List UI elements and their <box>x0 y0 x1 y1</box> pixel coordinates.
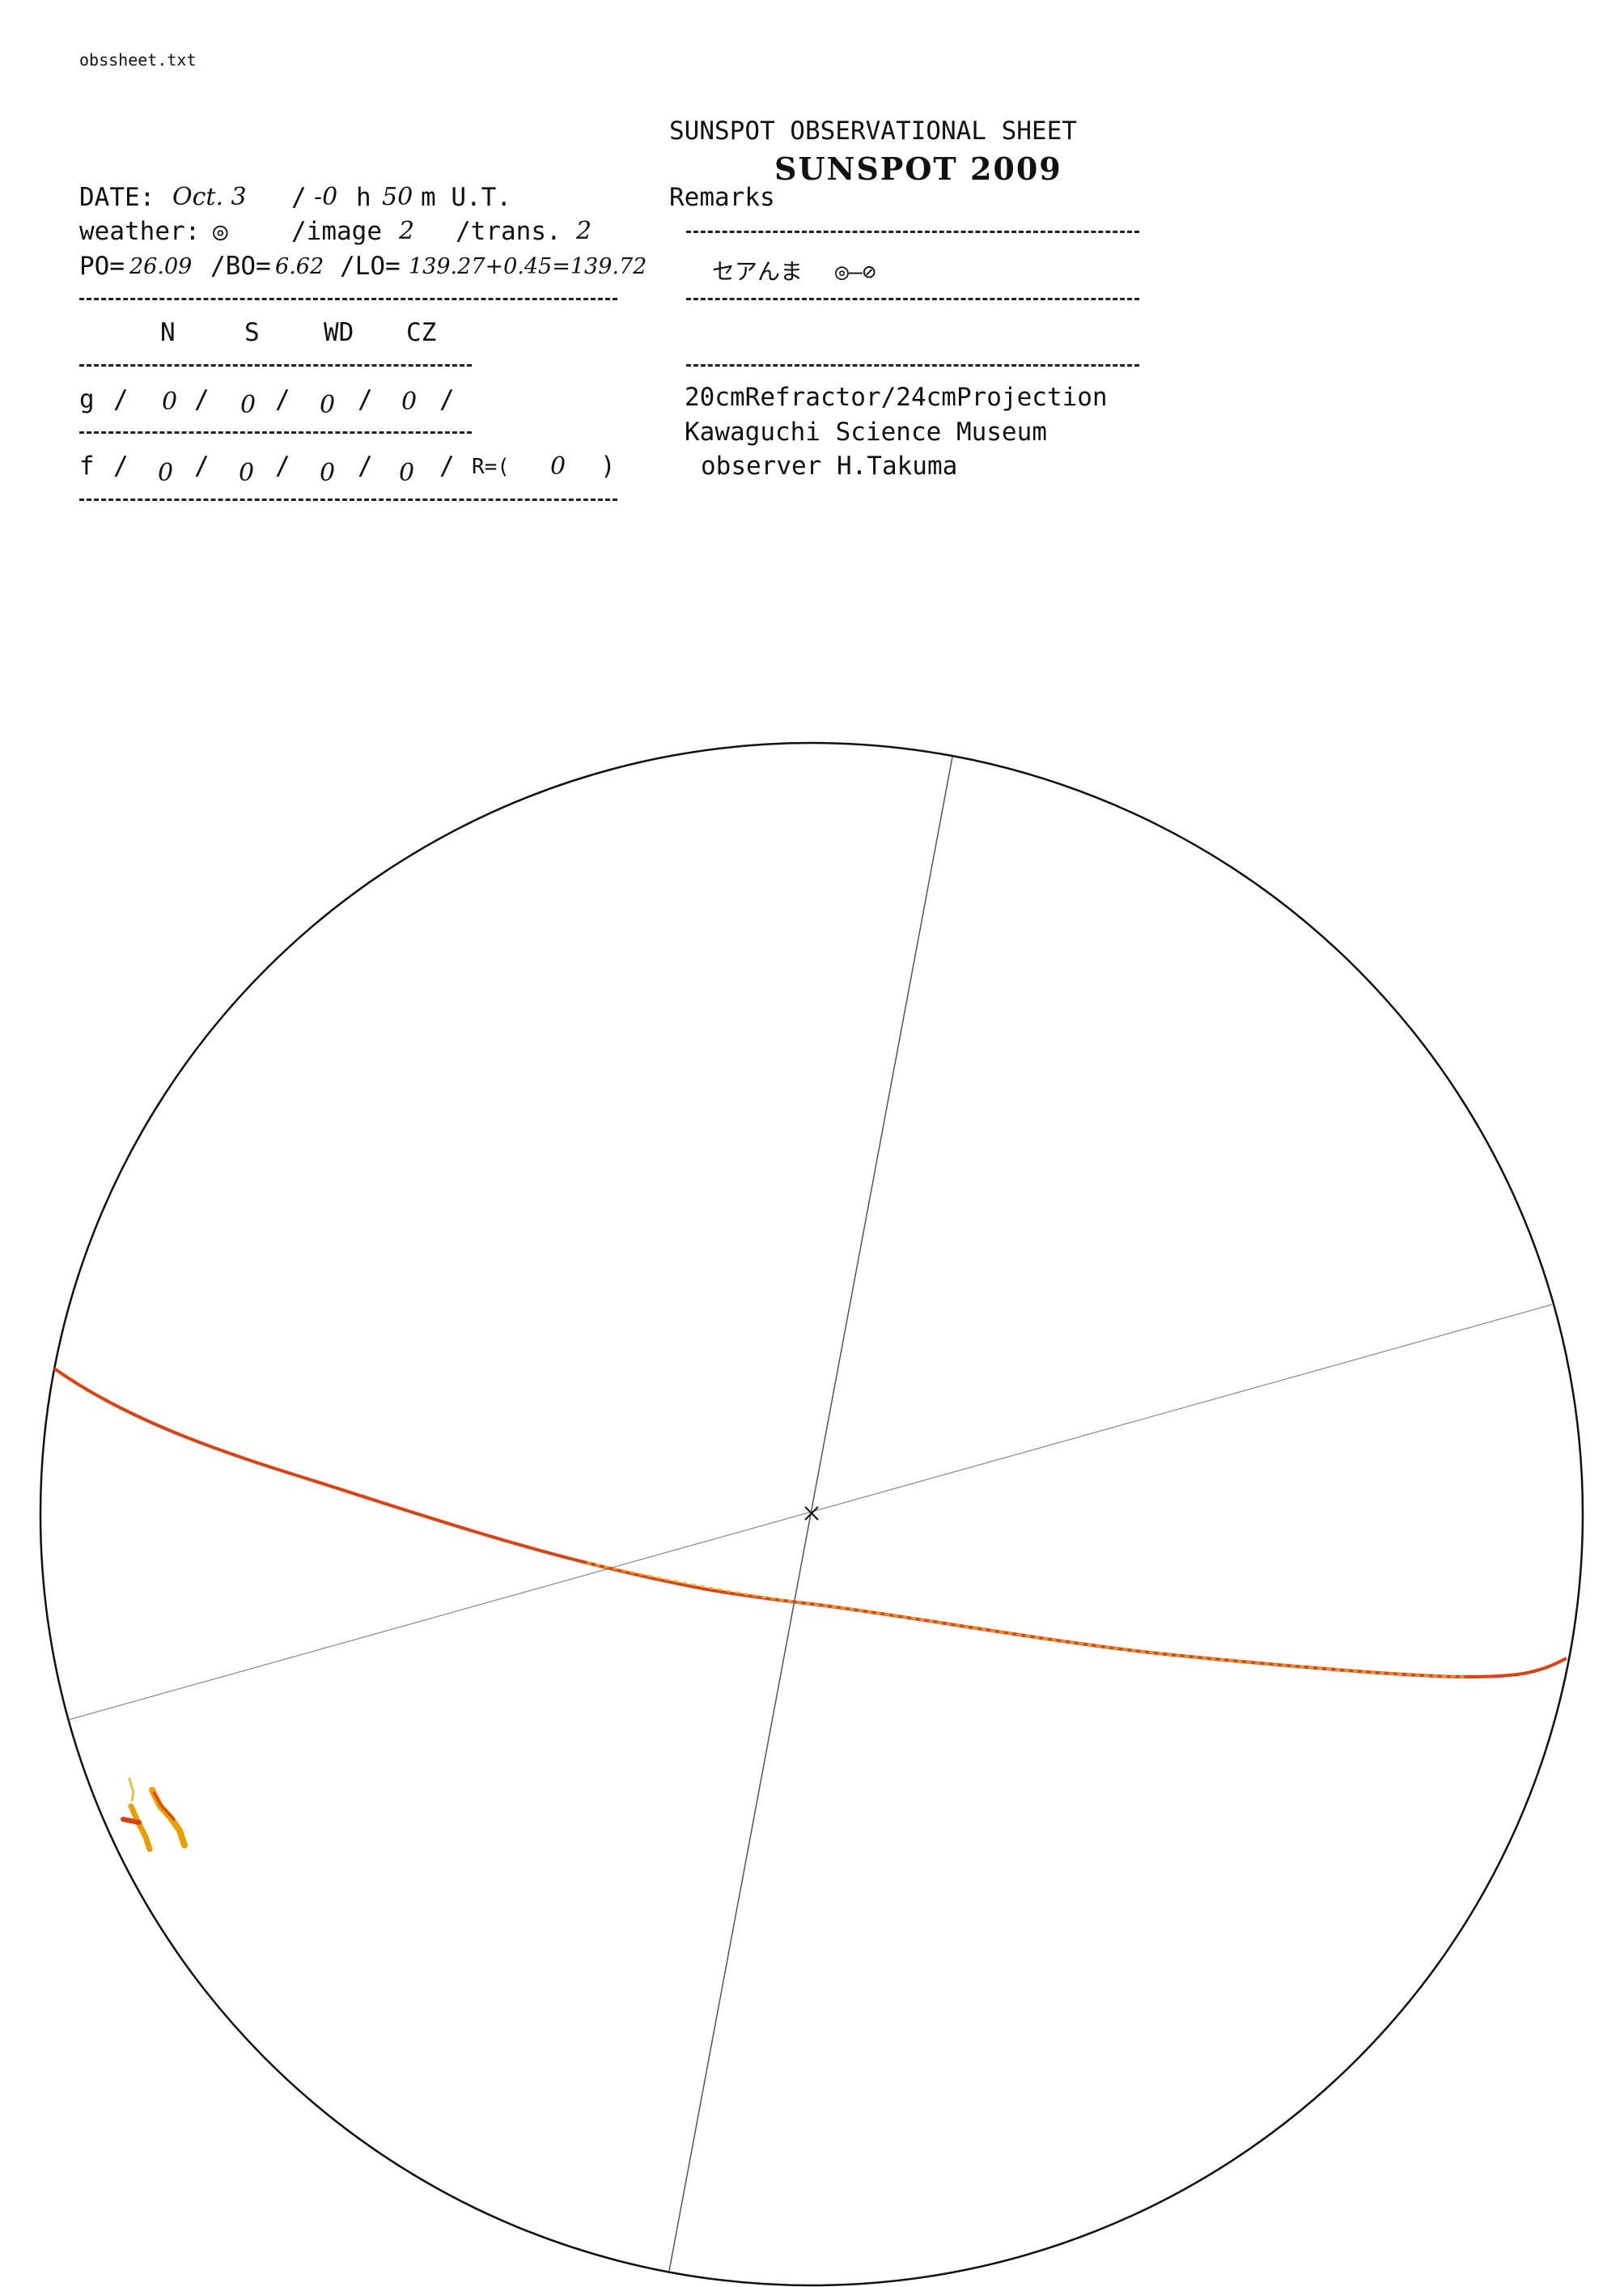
sheet-title: SUNSPOT OBSERVATIONAL SHEET <box>669 117 1077 146</box>
sep: / <box>439 385 455 414</box>
f-n: 0 <box>158 459 174 487</box>
sep: / <box>358 385 373 414</box>
lo-value: 139.27+0.45=139.72 <box>409 254 647 279</box>
center-mark-icon <box>804 1506 819 1521</box>
image-label: /image <box>291 217 382 246</box>
col-wd: WD <box>324 318 354 347</box>
solar-equator-curve <box>53 1367 1567 1679</box>
minutes-label: m U.T. <box>421 183 511 212</box>
f-label: f <box>79 452 95 481</box>
po-value: 26.09 <box>129 254 193 279</box>
f-wd: 0 <box>320 459 336 487</box>
weather-value: ◎ <box>213 217 228 246</box>
f-cz: 0 <box>399 459 415 487</box>
f-s: 0 <box>239 459 255 487</box>
divider <box>79 364 472 367</box>
file-name: obssheet.txt <box>79 50 197 70</box>
sep: / <box>194 452 210 481</box>
col-n: N <box>160 318 176 347</box>
sheet-subtitle: SUNSPOT 2009 <box>774 151 1062 187</box>
remarks-weather-change: ◎—⊘ <box>835 258 876 285</box>
po-label: PO= <box>79 252 125 281</box>
g-label: g <box>79 385 95 414</box>
hours-value: -0 <box>314 183 338 211</box>
divider <box>79 499 617 501</box>
date-value: Oct. 3 <box>172 183 247 211</box>
observer-line: observer H.Takuma <box>701 452 958 481</box>
g-n: 0 <box>162 388 178 416</box>
remarks-label: Remarks <box>669 183 775 212</box>
divider <box>79 431 472 434</box>
remarks-text: セアんま <box>712 258 804 285</box>
trans-label: /trans. <box>456 217 562 246</box>
g-s: 0 <box>240 391 257 419</box>
instrument-line: 20cmRefractor/24cmProjection <box>685 383 1108 412</box>
sep: / <box>113 385 129 414</box>
minutes-value: 50 <box>382 183 413 211</box>
date-label: DATE: <box>79 183 155 212</box>
sep: / <box>439 452 455 481</box>
sep: / <box>113 452 129 481</box>
bo-value: 6.62 <box>275 254 324 279</box>
g-wd: 0 <box>320 391 336 419</box>
r-value: 0 <box>550 452 566 481</box>
weather-label: weather: <box>79 217 201 246</box>
r-label: R=( <box>472 455 510 479</box>
bo-label: /BO= <box>210 252 271 281</box>
sep: / <box>275 385 290 414</box>
trans-value: 2 <box>576 217 592 245</box>
hours-label: h <box>356 183 371 212</box>
location-line: Kawaguchi Science Museum <box>685 418 1047 447</box>
g-cz: 0 <box>401 388 418 416</box>
sep: / <box>275 452 290 481</box>
sep: / <box>194 385 210 414</box>
image-value: 2 <box>399 217 415 245</box>
faculae-drawing <box>121 1777 188 1852</box>
divider <box>686 231 1139 233</box>
solar-disk-outline <box>39 741 1584 2287</box>
col-cz: CZ <box>406 318 437 347</box>
sep: / <box>358 452 373 481</box>
lo-label: /LO= <box>340 252 401 281</box>
r-close: ) <box>600 452 616 481</box>
divider <box>79 298 617 300</box>
col-s: S <box>244 318 260 347</box>
divider <box>686 298 1139 300</box>
divider <box>686 364 1139 367</box>
time-sep: / <box>291 183 307 212</box>
